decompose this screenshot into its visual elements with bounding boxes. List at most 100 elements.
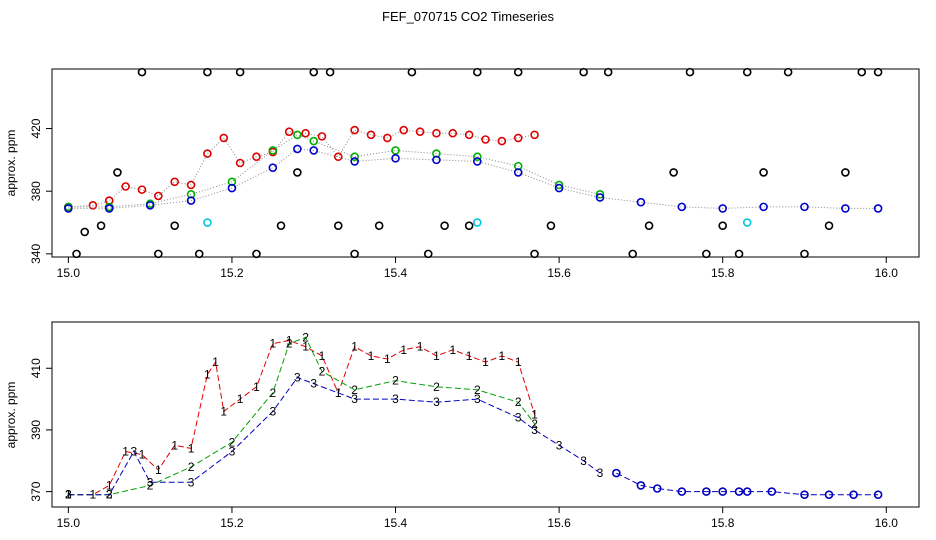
data-point	[824, 221, 834, 230]
axis-ticks-bottom: 15.0 15.2 15.4 15.6 15.8 16.0 370 390 410	[29, 358, 898, 530]
data-point	[121, 182, 130, 191]
data-point	[677, 202, 687, 212]
point-label: 2	[286, 337, 293, 351]
data-point	[783, 67, 793, 77]
data-point	[203, 67, 212, 77]
data-point	[325, 67, 335, 77]
data-point	[235, 158, 245, 168]
data-point	[473, 152, 482, 162]
x-tick-label: 15.4	[384, 516, 408, 530]
data-point	[203, 149, 212, 158]
data-point	[154, 249, 163, 259]
point-label: 1	[286, 334, 293, 348]
data-point	[742, 487, 752, 496]
point-label: 1	[368, 349, 375, 363]
point-label: 1	[302, 340, 309, 354]
x-tick-label: 15.4	[384, 266, 408, 280]
data-point	[636, 197, 646, 207]
data-point	[154, 191, 163, 201]
point-label: 2	[433, 380, 440, 394]
point-label: 3	[515, 411, 522, 425]
data-point	[718, 204, 727, 213]
point-label: 3	[130, 445, 137, 459]
point-label: 3	[269, 404, 276, 418]
point-label: 1	[253, 380, 260, 394]
data-point	[284, 127, 294, 136]
data-point	[350, 157, 359, 166]
data-point	[800, 202, 809, 212]
data-point	[317, 132, 327, 141]
series-line	[68, 376, 601, 496]
point-label: 1	[499, 349, 506, 363]
point-label: 3	[294, 371, 301, 385]
x-tick-label: 15.8	[711, 516, 735, 530]
data-point	[80, 227, 90, 237]
data-point	[333, 221, 343, 230]
point-label: 1	[90, 488, 97, 502]
x-tick-label: 16.0	[875, 266, 899, 280]
point-label: 1	[220, 404, 227, 418]
data-point	[432, 155, 441, 165]
data-point	[857, 67, 867, 77]
data-point	[432, 128, 441, 138]
data-point	[276, 221, 286, 230]
data-point	[186, 180, 196, 190]
data-point	[481, 135, 490, 144]
point-label: 1	[269, 337, 276, 351]
data-point	[252, 249, 261, 259]
data-point	[293, 130, 302, 140]
axis-ticks-top: 15.0 15.2 15.4 15.6 15.8 16.0 340 380 420	[29, 118, 898, 280]
x-tick-label: 15.2	[220, 516, 244, 530]
data-point	[546, 221, 556, 230]
data-point	[464, 221, 474, 230]
data-point	[219, 133, 229, 143]
data-point	[374, 221, 384, 230]
point-label: 3	[597, 466, 604, 480]
data-point	[603, 67, 613, 77]
data-point	[824, 490, 834, 499]
data-point	[448, 128, 458, 138]
point-label: 3	[433, 395, 440, 409]
data-point	[301, 128, 310, 138]
point-label: 3	[556, 438, 563, 452]
point-label: 2	[392, 374, 399, 388]
data-point	[333, 152, 343, 162]
data-point	[423, 249, 433, 259]
point-label: 1	[155, 463, 162, 477]
point-label: 1	[400, 343, 407, 357]
data-point	[293, 144, 302, 154]
series-line	[68, 339, 536, 496]
point-label: 3	[580, 454, 587, 468]
point-label: 1	[212, 355, 219, 369]
point-label: 1	[319, 349, 326, 363]
panel-bottom: approx. ppm 15.0 15.2 15.4 15.6 15.8 16.0 370 3…	[4, 321, 920, 530]
point-label: 3	[229, 445, 236, 459]
y-tick-label: 340	[29, 244, 43, 264]
point-label: 3	[147, 475, 154, 489]
data-point	[227, 183, 237, 193]
data-point	[473, 218, 482, 227]
data-point	[415, 127, 425, 136]
data-point	[800, 249, 809, 259]
data-point	[137, 67, 147, 77]
y-axis-label-bottom: approx. ppm	[4, 382, 18, 449]
point-label: 1	[106, 478, 113, 492]
data-point	[194, 249, 204, 259]
point-label: 1	[351, 340, 358, 354]
point-label: 1	[237, 392, 244, 406]
series-line	[68, 129, 535, 208]
point-label: 2	[351, 383, 358, 397]
x-tick-label: 15.6	[547, 516, 571, 530]
point-label: 3	[65, 488, 72, 502]
data-point	[669, 168, 678, 177]
data-point	[473, 157, 482, 166]
series-line	[68, 134, 601, 208]
y-tick-label: 380	[29, 181, 43, 201]
point-label: 1	[171, 438, 178, 452]
data-point	[513, 133, 523, 143]
x-tick-label: 15.0	[57, 266, 81, 280]
data-point	[407, 67, 417, 77]
data-point	[767, 487, 777, 496]
data-point	[800, 490, 809, 499]
